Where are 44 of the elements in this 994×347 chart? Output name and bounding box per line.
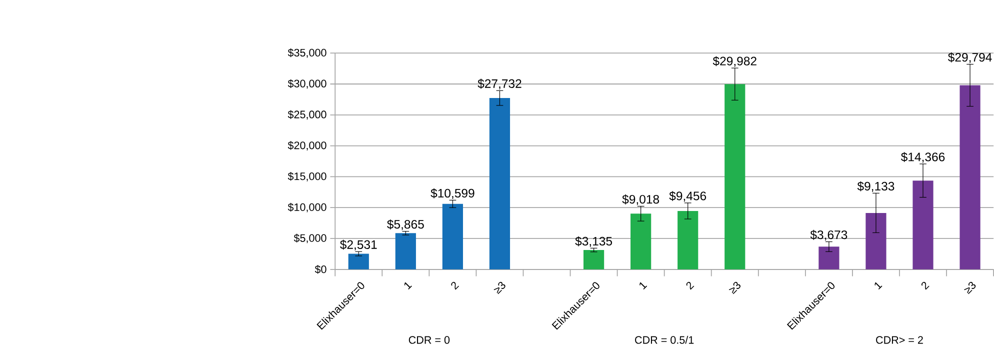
bar [912, 180, 934, 270]
y-tick-label: $20,000 [288, 141, 326, 150]
y-tick-label: $15,000 [288, 172, 326, 182]
y-tick-label: $10,000 [288, 202, 326, 212]
bar [678, 210, 698, 270]
text: CDR = 0.5/1 [635, 336, 694, 344]
x-tick-label: 2 [921, 282, 930, 290]
data-label: $29,794 [948, 52, 992, 64]
data-label: $9,133 [857, 181, 894, 192]
y-tick-label: $25,000 [288, 110, 326, 120]
data-label: $3,135 [575, 236, 612, 247]
x-tick-label: ≥3 [494, 282, 506, 294]
data-label: $29,982 [712, 56, 756, 67]
x-tick-label: 2 [451, 282, 460, 290]
bar [442, 204, 463, 270]
y-tick-label: $5,000 [294, 234, 326, 244]
data-label: $10,599 [430, 188, 474, 199]
text: CDR = 0 [408, 336, 450, 344]
x-tick-label: 2 [686, 282, 694, 290]
x-tick-label: 1 [640, 282, 648, 290]
text: CDR> = 2 [876, 336, 923, 344]
bar [630, 214, 652, 270]
bar [724, 84, 746, 270]
data-label: $27,732 [478, 78, 522, 90]
data-label: $9,456 [669, 191, 706, 202]
bar [960, 85, 980, 270]
x-tick-label: 1 [404, 282, 412, 290]
bar [348, 254, 369, 270]
y-tick-label: $35,000 [288, 48, 326, 58]
bar [583, 250, 604, 270]
data-label: $14,366 [900, 152, 945, 163]
data-label: $9,018 [622, 194, 660, 206]
bar [489, 98, 510, 270]
y-tick-label: $0 [314, 264, 326, 274]
x-tick-label: ≥3 [964, 282, 976, 294]
x-tick-label: 1 [874, 282, 882, 290]
y-tick-label: $30,000 [288, 79, 326, 89]
bar [395, 233, 416, 270]
data-label: $3,673 [810, 230, 848, 241]
bar [818, 246, 840, 270]
bar [866, 212, 886, 270]
data-label: $5,865 [387, 219, 424, 230]
x-tick-label: ≥3 [728, 282, 740, 294]
data-label: $2,531 [340, 240, 377, 250]
